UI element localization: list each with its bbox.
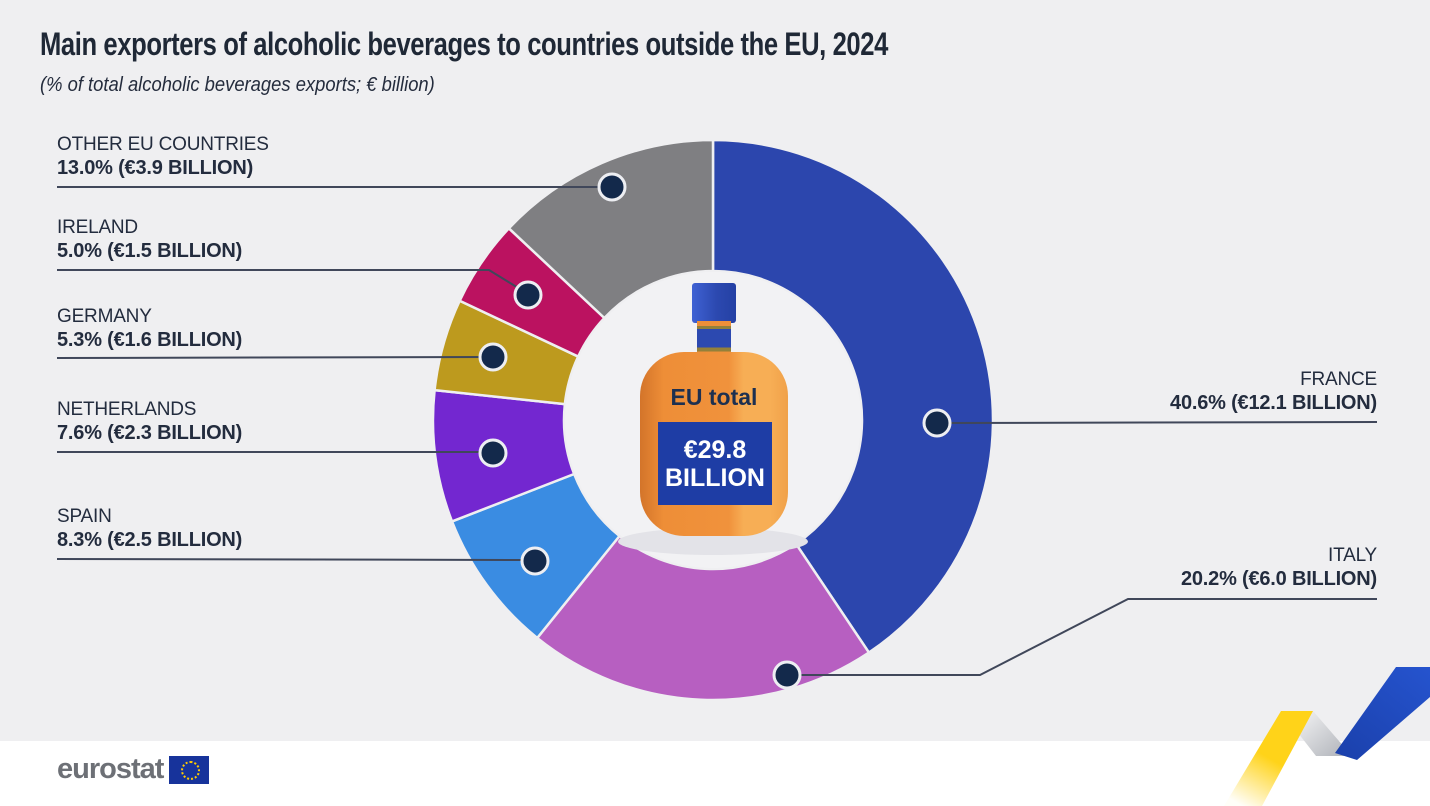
segment-value: 5.0% (€1.5 BILLION)	[57, 240, 243, 262]
label-ireland: IRELAND 5.0% (€1.5 BILLION)	[57, 217, 242, 264]
eu-stars-icon	[180, 761, 200, 780]
leader-line	[787, 598, 1377, 676]
label-italy: ITALY 20.2% (€6.0 BILLION)	[1181, 545, 1377, 592]
marker-dot	[513, 280, 543, 310]
label-other-eu-countries: OTHER EU COUNTRIES 13.0% (€3.9 BILLION)	[57, 134, 269, 181]
marker-dot	[520, 546, 550, 576]
eurostat-wordmark: eurostat	[57, 753, 164, 785]
donut-segment-spain	[450, 472, 621, 640]
donut-segment-italy	[535, 534, 871, 702]
label-germany: GERMANY 5.3% (€1.6 BILLION)	[57, 306, 242, 353]
eurostat-logo: eurostat	[57, 753, 210, 786]
segment-value: 13.0% (€3.9 BILLION)	[57, 157, 254, 179]
segment-value: 20.2% (€6.0 BILLION)	[1180, 568, 1377, 590]
page-title: Main exporters of alcoholic beverages to…	[40, 26, 888, 62]
marker-dot	[478, 438, 508, 468]
bottle-cap-icon	[692, 283, 736, 323]
eu-total-amount: €29.8	[683, 435, 747, 464]
donut-segment-other-eu-countries	[507, 138, 715, 320]
page-subtitle: (% of total alcoholic beverages exports;…	[40, 74, 435, 96]
donut-segment-ireland	[458, 227, 606, 358]
segment-value: 5.3% (€1.6 BILLION)	[57, 329, 243, 351]
segment-name: FRANCE	[1300, 369, 1377, 390]
segment-value: 8.3% (€2.5 BILLION)	[57, 529, 243, 551]
segment-name: IRELAND	[57, 217, 138, 238]
marker-dot	[478, 342, 508, 372]
leader-line	[936, 421, 1378, 424]
eu-total-label: EU total	[670, 384, 758, 410]
marker-dot	[597, 172, 627, 202]
segment-name: GERMANY	[57, 306, 152, 327]
leader-line	[56, 356, 494, 359]
label-france: FRANCE 40.6% (€12.1 BILLION)	[1170, 369, 1377, 416]
segment-name: ITALY	[1328, 545, 1377, 566]
footer-strip	[0, 741, 1430, 806]
eu-total-unit: BILLION	[665, 463, 765, 492]
label-netherlands: NETHERLANDS 7.6% (€2.3 BILLION)	[57, 399, 242, 446]
leader-line	[56, 558, 536, 561]
segment-value: 7.6% (€2.3 BILLION)	[57, 422, 243, 444]
eu-total-value: €29.8 BILLION	[658, 422, 772, 505]
segment-name: NETHERLANDS	[57, 399, 197, 420]
eu-flag-icon	[169, 755, 210, 784]
marker-dot	[772, 660, 802, 690]
leader-line	[57, 269, 529, 295]
marker-dot	[922, 408, 952, 438]
label-spain: SPAIN 8.3% (€2.5 BILLION)	[57, 506, 242, 553]
segment-name: SPAIN	[57, 506, 112, 527]
segment-value: 40.6% (€12.1 BILLION)	[1170, 392, 1377, 414]
donut-segment-germany	[433, 299, 580, 406]
donut-segment-netherlands	[431, 388, 576, 523]
segment-name: OTHER EU COUNTRIES	[57, 134, 269, 155]
